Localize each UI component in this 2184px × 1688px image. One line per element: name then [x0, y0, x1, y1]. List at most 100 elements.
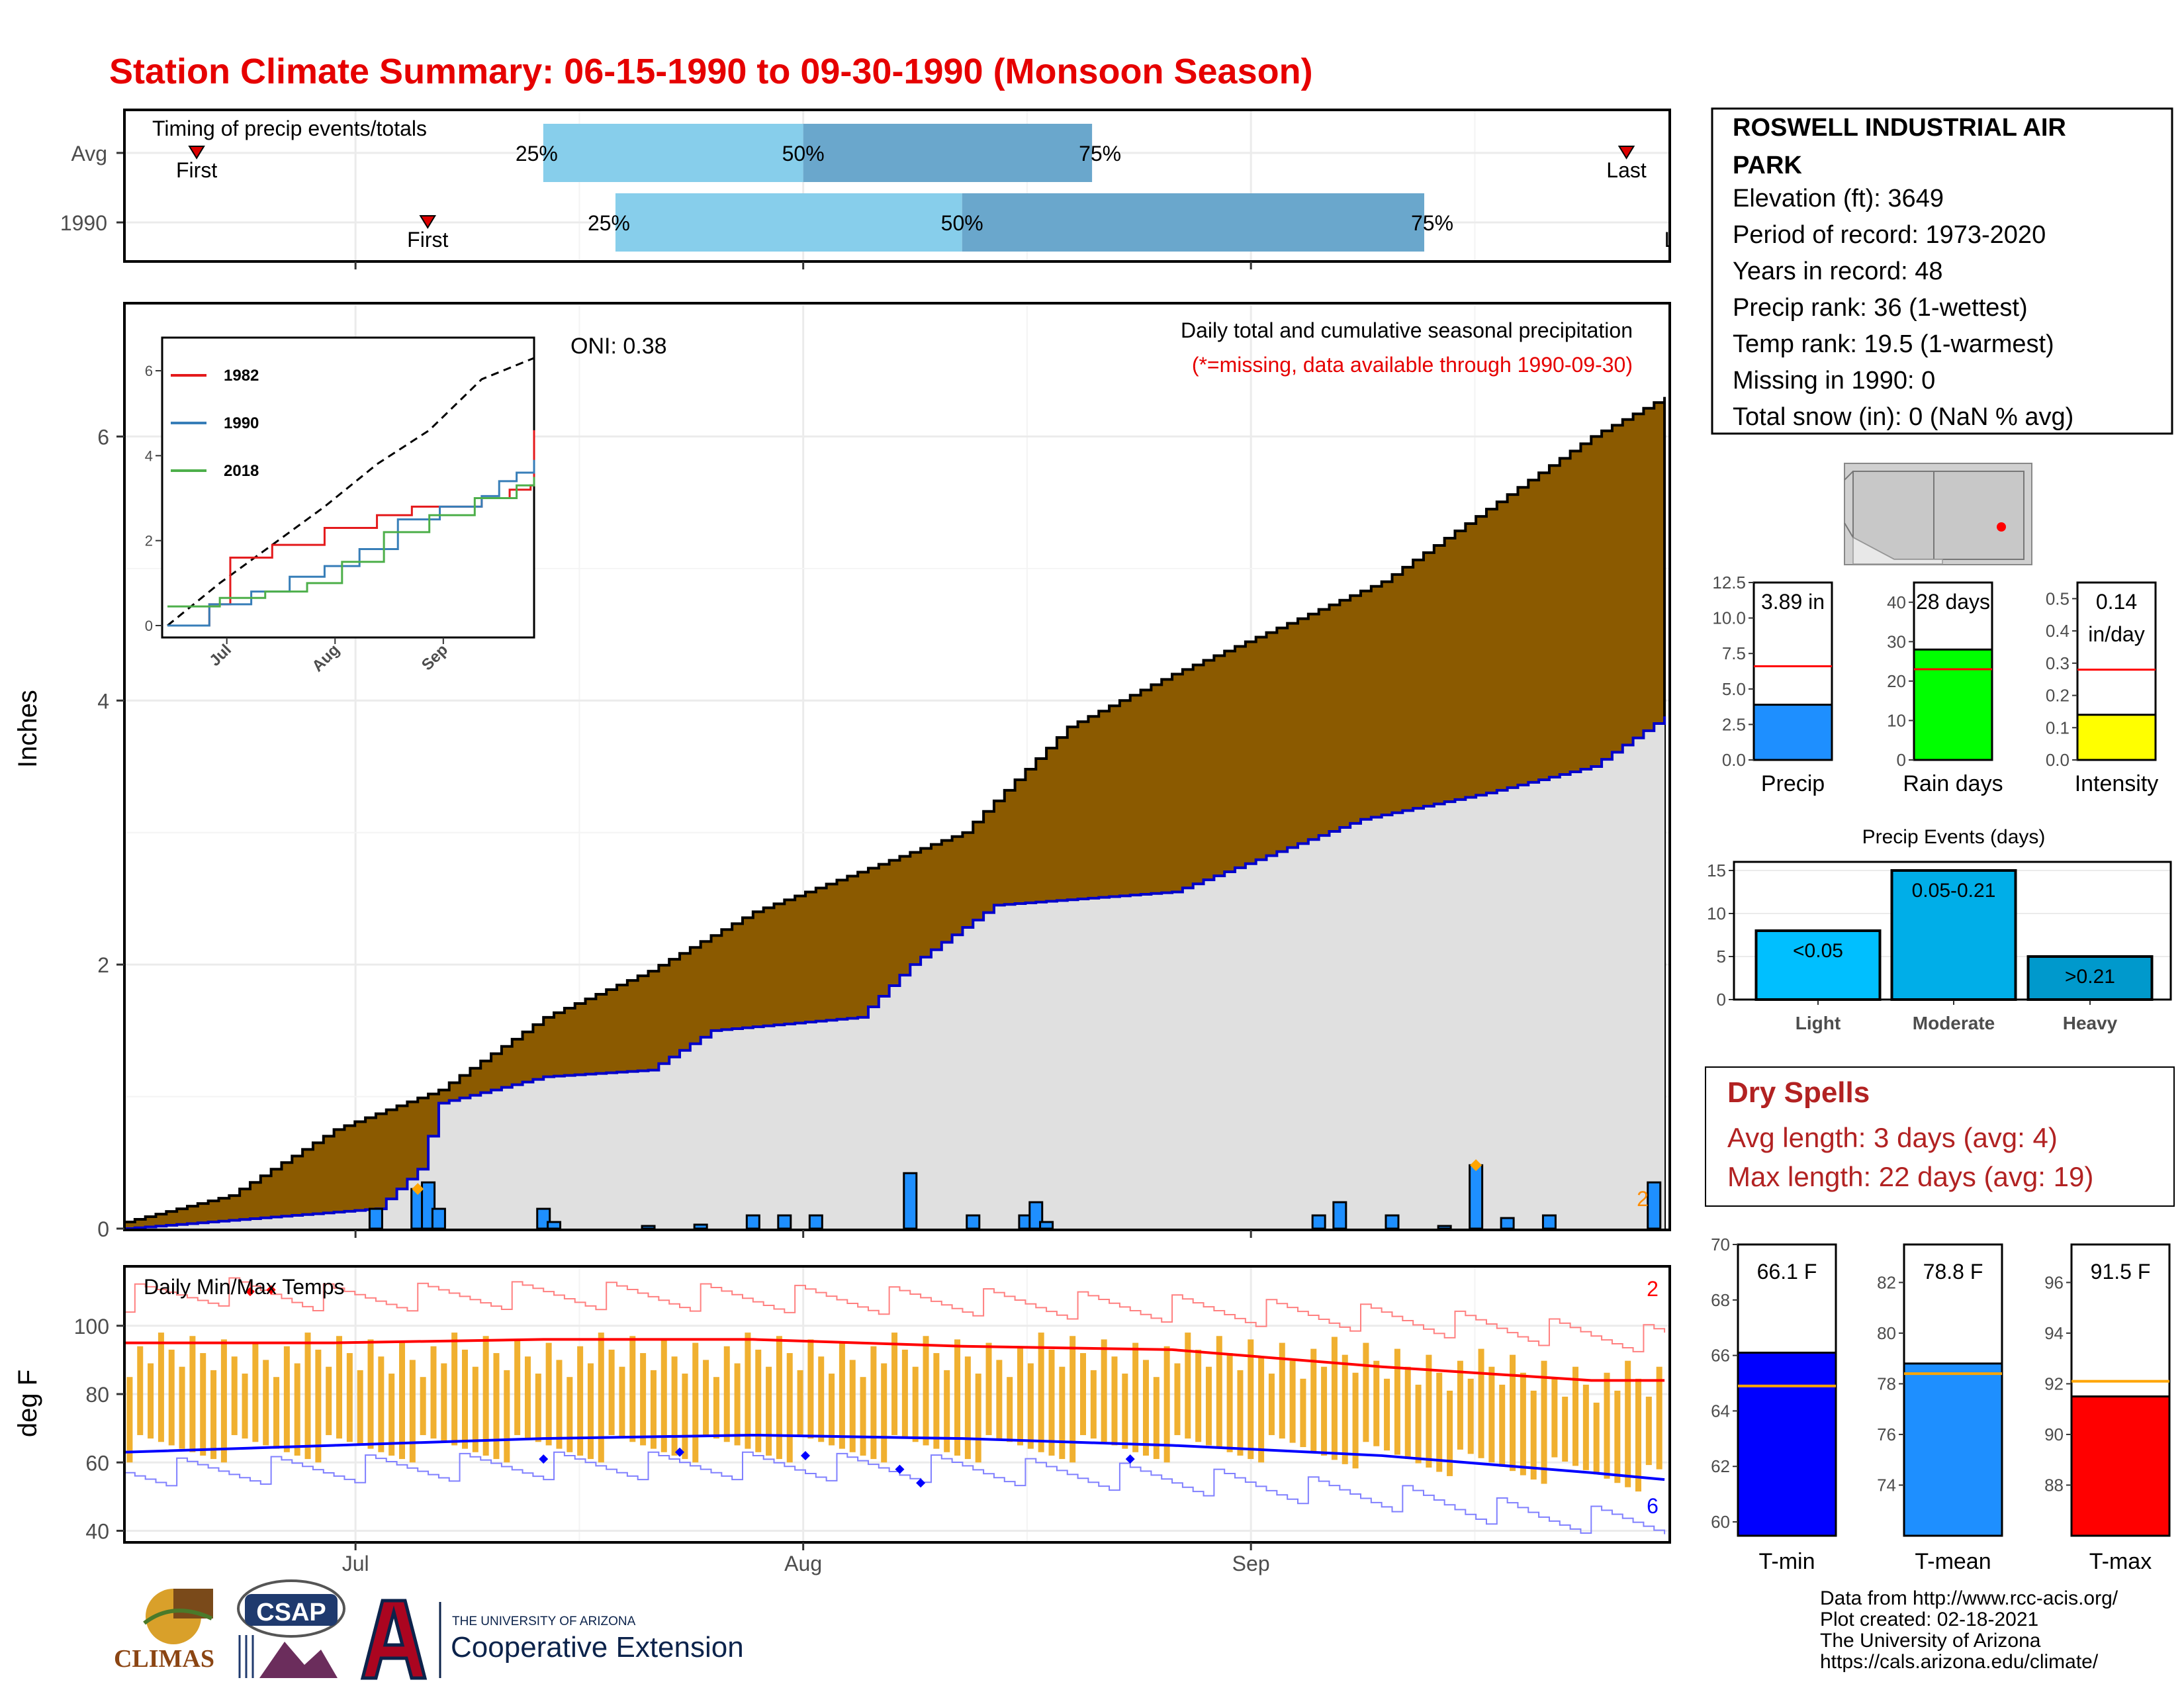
- csap-logo: CSAP: [237, 1579, 345, 1678]
- timing-first-marker-0: [188, 146, 205, 160]
- footer: CLIMAS CSAP THE UNIVERSITY OF ARIZONA Co…: [114, 1579, 2118, 1680]
- temp-summary-bars: 60 62 64 66 68 70 66.1 F T-min 74 76 78 80 82 78.8 F T…: [1711, 1235, 2171, 1574]
- temps-daily-range-bar-90: [1069, 1336, 1076, 1463]
- timing-first-label-1: First: [407, 228, 448, 252]
- station-name-2: PARK: [1733, 152, 1802, 179]
- temps-daily-range-bar-36: [504, 1370, 510, 1463]
- daily-precip-bar-21: [1500, 1217, 1515, 1230]
- temps-daily-range-bar-123: [1415, 1384, 1422, 1464]
- temp-bar-tick-label-1-4: 82: [1877, 1272, 1896, 1292]
- year-cumulative-area: [124, 716, 1665, 1229]
- temp-bar-tick-label-1-3: 80: [1877, 1323, 1896, 1343]
- main-y-tick-label-0: 0: [97, 1217, 109, 1241]
- temps-daily-range-bar-135: [1541, 1360, 1547, 1484]
- temps-daily-range-bar-131: [1499, 1384, 1506, 1467]
- events-category-2: Heavy: [2063, 1013, 2118, 1033]
- temps-daily-range-bar-22: [357, 1370, 363, 1446]
- temp-bar-value-2: [2070, 1395, 2171, 1537]
- temps-daily-range-bar-51: [660, 1339, 667, 1452]
- temps-daily-range-bar-100: [1174, 1363, 1181, 1435]
- dry-spells-frame: [1705, 1066, 2175, 1207]
- mini-bar-title-1: Rain days: [1903, 771, 2003, 796]
- temps-daily-range-bar-45: [598, 1333, 604, 1463]
- temps-daily-range-bar-121: [1394, 1348, 1400, 1455]
- mini-bar-tick-label-0-2: 5.0: [1722, 679, 1746, 699]
- timing-q2-bar-0: [803, 124, 1093, 182]
- temps-record-max-marker-1: [266, 1285, 276, 1295]
- missing-note: (*=missing, data available through 1990-…: [1192, 353, 1633, 377]
- station-years: Years in record: 48: [1733, 258, 1943, 285]
- temps-daily-range-bar-71: [870, 1346, 877, 1460]
- credit-url: https://cals.arizona.edu/climate/: [1820, 1651, 2099, 1673]
- temp-bar-value-label-1: 78.8 F: [1923, 1260, 1983, 1284]
- mini-bar-tick-label-2-4: 0.4: [2046, 621, 2070, 641]
- temps-daily-range-bar-116: [1342, 1354, 1348, 1464]
- inset-y-label-3: 6: [145, 363, 153, 379]
- station-info: ROSWELL INDUSTRIAL AIR PARK Elevation (f…: [1711, 107, 2173, 435]
- temps-daily-range-bar-15: [283, 1346, 290, 1452]
- year-cumulative-line: [124, 716, 1666, 1230]
- temps-daily-range-bar-19: [326, 1366, 332, 1435]
- temps-daily-range-bar-97: [1142, 1360, 1149, 1456]
- daily-precip-bar-15: [1039, 1221, 1054, 1230]
- temps-daily-range-bar-1: [137, 1346, 144, 1435]
- temps-daily-range-bar-59: [745, 1333, 751, 1449]
- temps-daily-range-bar-127: [1457, 1360, 1463, 1450]
- temps-daily-range-bar-112: [1300, 1378, 1306, 1448]
- temps-daily-range-bar-39: [535, 1374, 541, 1442]
- temps-daily-range-bar-42: [567, 1377, 573, 1452]
- temps-daily-range-bar-2: [148, 1363, 154, 1439]
- events-bar-label-2: >0.21: [2065, 966, 2115, 988]
- temp-bar-tick-label-2-3: 94: [2044, 1323, 2064, 1343]
- temps-daily-range-bar-114: [1321, 1366, 1328, 1456]
- timing-p50-label-0: 50%: [782, 142, 825, 165]
- temps-daily-range-bar-130: [1488, 1366, 1495, 1463]
- temps-daily-range-bar-55: [703, 1360, 709, 1435]
- timing-last-marker-0: [1617, 146, 1635, 160]
- temps-daily-range-bar-76: [923, 1336, 929, 1446]
- inset-legend-label-1: 1990: [224, 414, 259, 432]
- temps-daily-range-bar-49: [640, 1353, 647, 1446]
- daily-precip-bar-22: [1541, 1214, 1557, 1230]
- temps-daily-range-bar-25: [388, 1374, 395, 1456]
- temps-daily-range-bar-20: [336, 1336, 343, 1439]
- temps-daily-range-bar-52: [671, 1356, 678, 1456]
- temps-y-tick-label-3: 100: [74, 1315, 109, 1338]
- temps-daily-range-bar-144: [1635, 1378, 1642, 1492]
- temp-bar-value-label-2: 91.5 F: [2091, 1260, 2151, 1284]
- mini-bar-title-0: Precip: [1761, 771, 1825, 796]
- temps-daily-range-bar-89: [1059, 1366, 1066, 1460]
- max-record-count: 2: [1647, 1277, 1659, 1301]
- temps-daily-range-bar-110: [1279, 1342, 1285, 1439]
- temps-daily-range-bar-118: [1363, 1342, 1369, 1442]
- temps-record-min-marker-4: [916, 1478, 926, 1488]
- map-border-line: [1844, 471, 1854, 538]
- events-frame-top: [1733, 861, 2172, 1001]
- precip-events-chart: Precip Events (days) 0 5 10 15 <0.05 Light 0.0…: [1707, 826, 2172, 1033]
- temps-daily-range-bar-80: [964, 1356, 971, 1460]
- temps-daily-range-bar-102: [1195, 1349, 1202, 1442]
- min-record-count: 6: [1647, 1494, 1659, 1518]
- page-title: Station Climate Summary: 06-15-1990 to 0…: [109, 52, 1313, 91]
- temps-daily-range-bar-68: [839, 1342, 845, 1449]
- temps-daily-range-bar-94: [1111, 1356, 1118, 1446]
- timing-edge-cover: [1671, 106, 1707, 265]
- events-y-label-1: 5: [1717, 947, 1726, 966]
- mini-bar-tick-label-1-2: 20: [1887, 671, 1906, 691]
- temps-daily-range-bar-41: [556, 1360, 563, 1449]
- temps-daily-range-bar-56: [713, 1377, 719, 1439]
- station-temp-rank: Temp rank: 19.5 (1-warmest): [1733, 330, 2054, 358]
- ua-logo: THE UNIVERSITY OF ARIZONA Cooperative Ex…: [360, 1599, 744, 1680]
- temps-daily-range-bar-12: [252, 1342, 259, 1442]
- daily-precip-bar-9: [777, 1214, 792, 1230]
- mini-bar-tick-label-1-4: 40: [1887, 592, 1906, 612]
- temps-daily-range-bar-125: [1436, 1372, 1443, 1472]
- temps-daily-range-bar-72: [881, 1363, 887, 1463]
- temps-y-tick-label-1: 60: [85, 1451, 109, 1475]
- precip-record-marker-1: [1470, 1159, 1482, 1172]
- mini-bar-tick-label-2-5: 0.5: [2046, 588, 2070, 608]
- temps-daily-range-bar-48: [629, 1336, 636, 1442]
- main-y-tick-label-3: 6: [97, 425, 109, 449]
- mini-bar-value-label-0: 3.89 in: [1761, 590, 1825, 614]
